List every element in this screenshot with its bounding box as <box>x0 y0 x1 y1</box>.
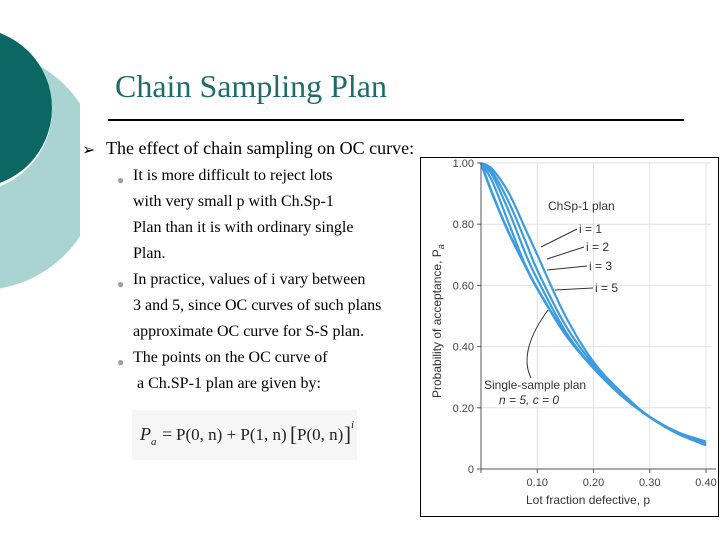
bullet-line: approximate OC curve for S-S plan. <box>133 323 365 340</box>
formula-term2: P(0, n) <box>297 425 343 444</box>
bullet-line: 3 and 5, since OC curves of such plans <box>133 297 382 314</box>
pointer-i1 <box>540 228 578 248</box>
bullet-line: In practice, values of i vary between <box>133 271 366 288</box>
formula-bracket-open: [ <box>290 422 297 446</box>
bullet-line: It is more difficult to reject lots <box>133 167 333 184</box>
annotation-single-sample-params: n = 5, c = 0 <box>499 393 559 407</box>
main-point: The effect of chain sampling on OC curve… <box>106 138 415 158</box>
y-tick-label: 0.80 <box>453 219 474 231</box>
oc-formula: P a = P(0, n) + P(1, n) [ P(0, n) ] i <box>132 410 357 460</box>
bullet-dot-icon: ● <box>117 277 125 291</box>
x-axis-label: Lot fraction defective, p <box>526 493 650 507</box>
annotation-i1: i = 1 <box>579 222 602 236</box>
bullet-dot-icon: ● <box>117 355 125 369</box>
pointer-i5 <box>554 287 594 291</box>
y-tick-label: 1.00 <box>453 158 474 170</box>
x-tick-label: 0.40 <box>695 477 716 489</box>
bullet-line: Plan. <box>133 245 166 262</box>
y-tick-label: 0.20 <box>453 403 474 415</box>
oc-curve-chart: 0 0.20 0.40 0.60 0.80 1.00 0.10 0.20 0.30 0.40 Pr… <box>420 157 719 517</box>
title-underline <box>108 119 684 121</box>
y-tick-label: 0 <box>468 464 474 476</box>
formula-lhs: P <box>139 424 151 444</box>
x-tick-label: 0.30 <box>639 477 660 489</box>
y-tick-label: 0.40 <box>453 342 474 354</box>
bullet-line: a Ch.SP-1 plan are given by: <box>137 375 321 392</box>
annotation-i5: i = 5 <box>595 281 618 295</box>
y-axis-label: Probability of acceptance, Pa <box>430 244 446 398</box>
bullet-line: Plan than it is with ordinary single <box>133 219 354 236</box>
arrow-bullet-icon: ➢ <box>82 142 96 159</box>
annotation-i2: i = 2 <box>586 240 609 254</box>
y-tick-label: 0.60 <box>453 280 474 292</box>
bullet-dot-icon: ● <box>117 173 125 187</box>
pointer-i3 <box>546 265 588 271</box>
decorative-circles <box>0 0 80 300</box>
annotation-single-sample: Single-sample plan <box>484 378 586 392</box>
annotation-chsp-plan: ChSp-1 plan <box>548 199 615 213</box>
pointer-single-sample <box>526 309 549 379</box>
oc-curve-series-5 <box>479 162 707 447</box>
x-tick-label: 0.10 <box>527 477 548 489</box>
slide-title: Chain Sampling Plan <box>115 68 387 104</box>
formula-term1: P(0, n) + P(1, n) <box>176 425 287 444</box>
x-tick-label: 0.20 <box>583 477 604 489</box>
bullet-line: with very small p with Ch.Sp-1 <box>133 193 334 210</box>
annotation-pointers <box>526 228 594 379</box>
formula-equals: = <box>162 424 172 444</box>
formula-exponent: i <box>351 419 354 431</box>
pointer-i2 <box>546 246 585 260</box>
annotation-i3: i = 3 <box>589 259 612 273</box>
formula-bracket-close: ] <box>344 422 351 446</box>
bullet-line: The points on the OC curve of <box>133 349 328 366</box>
formula-lhs-sub: a <box>151 436 157 448</box>
